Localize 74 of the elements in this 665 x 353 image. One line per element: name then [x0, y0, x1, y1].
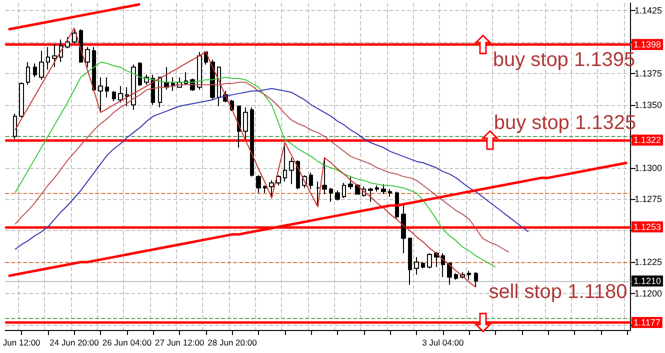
- candlestick: [309, 172, 313, 190]
- candlestick: [13, 113, 17, 140]
- candlestick: [65, 36, 70, 49]
- candlestick: [296, 160, 300, 190]
- candlestick: [381, 184, 386, 195]
- line-series: [7, 3, 142, 31]
- candlestick: [368, 187, 373, 202]
- y-tick-label: 1.1200: [634, 288, 662, 299]
- candlestick: [454, 272, 458, 280]
- x-tick-label: 28 Jun 20:00: [208, 338, 258, 348]
- candlestick: [105, 76, 109, 98]
- candlestick: [269, 180, 274, 198]
- ref-line-label: 1.1210: [633, 276, 662, 286]
- candlestick: [263, 184, 267, 194]
- candlestick: [98, 76, 103, 113]
- x-tick-label: 24 Jun 20:00: [50, 338, 100, 348]
- candlestick: [125, 86, 129, 107]
- candlestick: [316, 181, 320, 208]
- candlestick: [401, 204, 406, 254]
- candlestick: [131, 64, 136, 110]
- x-tick-label: 26 Jun 04:00: [102, 338, 152, 348]
- ref-line-label: 1.1177: [633, 317, 660, 328]
- candlestick: [85, 46, 90, 68]
- candlestick: [256, 174, 261, 194]
- candlestick: [427, 252, 432, 269]
- candlestick: [342, 182, 346, 198]
- annotation: sell stop 1.1180: [488, 281, 628, 303]
- y-tick-label: 1.1350: [634, 100, 662, 110]
- candlestick: [447, 262, 452, 286]
- candlestick: [375, 184, 379, 192]
- y-tick-label: 1.1375: [634, 68, 662, 78]
- line-series: [7, 161, 628, 278]
- y-tick-label: 1.1425: [634, 6, 662, 16]
- x-tick-label: Jun 12:00: [2, 338, 41, 348]
- candlestick: [171, 76, 175, 92]
- candlestick: [474, 272, 478, 288]
- ref-line-label: 1.1322: [633, 135, 662, 146]
- candlestick: [118, 86, 123, 103]
- candlestick: [388, 188, 392, 198]
- y-tick-label: 1.1225: [634, 257, 662, 268]
- y-tick-label: 1.1300: [634, 162, 662, 173]
- y-tick-label: 1.1275: [634, 194, 662, 204]
- candlestick: [414, 256, 419, 276]
- candlestick: [348, 176, 353, 190]
- candlestick: [322, 157, 327, 195]
- candlestick: [283, 142, 287, 182]
- candlestick: [329, 187, 333, 202]
- candlestick: [355, 184, 360, 195]
- candlestick: [112, 90, 116, 102]
- ref-line-label: 1.1398: [633, 40, 662, 50]
- candlestick: [289, 157, 294, 185]
- candlestick: [276, 174, 281, 186]
- candlestick: [243, 106, 248, 141]
- candlestick: [467, 270, 471, 280]
- ref-line-label: 1.1253: [633, 222, 662, 232]
- candlestick: [72, 28, 77, 44]
- candlestick: [39, 50, 44, 80]
- x-tick-label: 27 Jun 12:00: [155, 338, 204, 348]
- candlestick: [237, 106, 241, 148]
- candlestick: [46, 46, 50, 70]
- x-tick-label: 3 Jul 04:00: [422, 338, 464, 348]
- candlestick: [26, 62, 30, 86]
- candlestick: [250, 106, 254, 178]
- candlestick: [138, 62, 142, 87]
- candlestick: [441, 252, 445, 278]
- candlestick: [33, 62, 37, 78]
- candlestick: [335, 190, 340, 201]
- candlestick: [52, 44, 57, 68]
- line-series: [14, 28, 476, 288]
- candlestick: [92, 46, 96, 92]
- candlestick: [19, 82, 24, 118]
- candlestick: [408, 238, 412, 286]
- candlestick: [395, 191, 399, 219]
- candlestick: [421, 262, 425, 269]
